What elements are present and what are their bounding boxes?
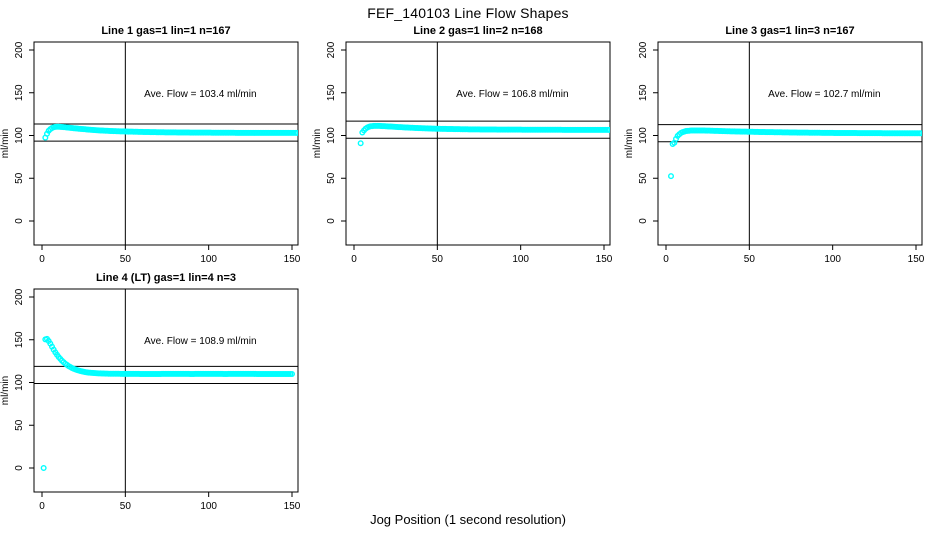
- y-tick-label: 0: [326, 218, 337, 224]
- y-tick-label: 100: [638, 127, 649, 144]
- x-tick-label: 100: [200, 501, 217, 512]
- data-points: [357, 122, 610, 147]
- y-tick-label: 100: [326, 127, 337, 144]
- y-tick-label: 0: [638, 218, 649, 224]
- plot-box: [657, 41, 923, 246]
- y-axis-title: ml/min: [624, 129, 635, 158]
- y-tick-label: 200: [326, 41, 337, 58]
- x-tick-label: 150: [908, 254, 925, 265]
- y-tick-label: 100: [14, 374, 25, 391]
- y-axis-ticks: 0 50 100 150 200: [14, 288, 34, 471]
- x-tick-label: 100: [512, 254, 529, 265]
- y-tick-label: 100: [14, 127, 25, 144]
- x-tick-label: 0: [39, 501, 45, 512]
- x-tick-label: 50: [120, 254, 132, 265]
- y-tick-label: 150: [14, 84, 25, 101]
- y-axis-title: ml/min: [0, 129, 11, 158]
- panel-line-3: 0 50 100 150 0 50 100 150 200 ml/min Line 3 gas=1 …: [624, 25, 925, 265]
- x-tick-label: 0: [663, 254, 669, 265]
- y-tick-label: 200: [14, 41, 25, 58]
- y-tick-label: 200: [638, 41, 649, 58]
- plot-box: [33, 288, 299, 493]
- y-tick-label: 150: [326, 84, 337, 101]
- x-tick-label: 0: [39, 254, 45, 265]
- y-tick-label: 200: [14, 288, 25, 305]
- plot-box: [345, 41, 611, 246]
- x-tick-label: 150: [596, 254, 613, 265]
- data-points: [668, 127, 922, 180]
- panel-line-4: 0 50 100 150 0 50 100 150 200 ml/min Line 4 (LT) g…: [0, 272, 301, 512]
- figure-title: FEF_140103 Line Flow Shapes: [367, 5, 569, 21]
- ave-flow-annotation: Ave. Flow = 103.4 ml/min: [144, 89, 256, 100]
- y-tick-label: 50: [638, 172, 649, 184]
- y-axis-title: ml/min: [312, 129, 323, 158]
- x-axis-label: Jog Position (1 second resolution): [370, 512, 566, 527]
- y-tick-label: 50: [326, 172, 337, 184]
- x-axis-ticks: 0 50 100 150: [39, 492, 301, 512]
- data-points: [42, 123, 298, 141]
- y-tick-label: 50: [14, 172, 25, 184]
- data-points: [40, 335, 296, 472]
- y-tick-label: 150: [14, 331, 25, 348]
- plot-box: [33, 41, 299, 246]
- x-tick-label: 50: [744, 254, 756, 265]
- x-axis-ticks: 0 50 100 150: [351, 245, 613, 265]
- panel-title: Line 3 gas=1 lin=3 n=167: [725, 25, 854, 37]
- ave-flow-annotation: Ave. Flow = 102.7 ml/min: [768, 89, 880, 100]
- panel-title: Line 1 gas=1 lin=1 n=167: [101, 25, 230, 37]
- y-tick-label: 50: [14, 419, 25, 431]
- panel-line-2: 0 50 100 150 0 50 100 150 200 ml/min Line 2 gas=1 …: [312, 25, 613, 265]
- x-tick-label: 100: [824, 254, 841, 265]
- panel-title: Line 2 gas=1 lin=2 n=168: [413, 25, 542, 37]
- ave-flow-annotation: Ave. Flow = 106.8 ml/min: [456, 89, 568, 100]
- x-tick-label: 0: [351, 254, 357, 265]
- y-axis-ticks: 0 50 100 150 200: [326, 41, 346, 224]
- x-tick-label: 50: [120, 501, 132, 512]
- y-tick-label: 0: [14, 218, 25, 224]
- x-axis-ticks: 0 50 100 150: [663, 245, 925, 265]
- x-tick-label: 150: [284, 254, 301, 265]
- x-axis-ticks: 0 50 100 150: [39, 245, 301, 265]
- panel-line-1: 0 50 100 150 0 50 100 150 200 ml/min Line 1 gas=1 …: [0, 25, 301, 265]
- y-axis-ticks: 0 50 100 150 200: [14, 41, 34, 224]
- ave-flow-annotation: Ave. Flow = 108.9 ml/min: [144, 336, 256, 347]
- x-tick-label: 100: [200, 254, 217, 265]
- x-tick-label: 150: [284, 501, 301, 512]
- y-axis-ticks: 0 50 100 150 200: [638, 41, 658, 224]
- panel-title: Line 4 (LT) gas=1 lin=4 n=3: [96, 272, 236, 284]
- x-tick-label: 50: [432, 254, 444, 265]
- y-tick-label: 0: [14, 465, 25, 471]
- y-tick-label: 150: [638, 84, 649, 101]
- y-axis-title: ml/min: [0, 376, 11, 405]
